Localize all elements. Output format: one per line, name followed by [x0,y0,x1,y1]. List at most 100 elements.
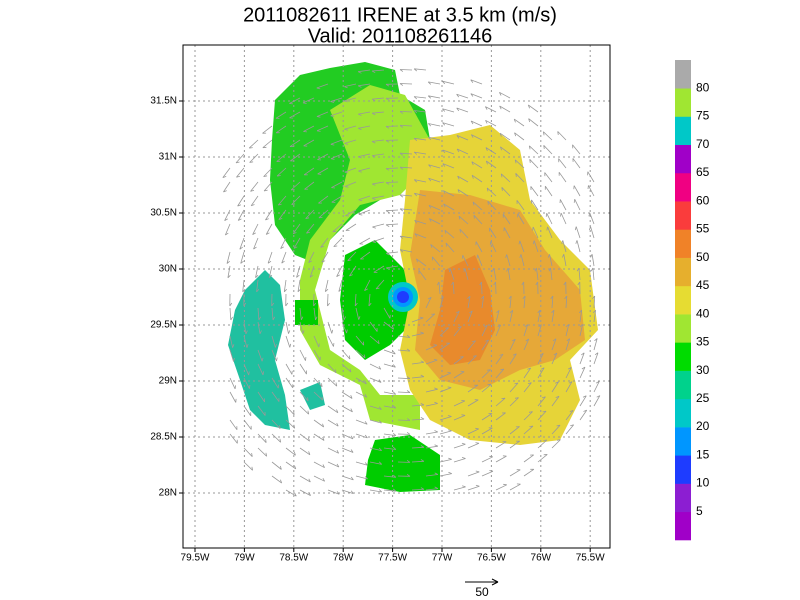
wind-vector [255,265,259,278]
colorbar-swatch [675,483,691,513]
wind-vector [355,335,365,346]
wind-vector [495,353,504,365]
wind-vector [551,395,560,407]
wind-vector [267,251,273,264]
colorbar-swatch [675,511,691,541]
wind-vector [411,416,425,421]
wind-vector [313,335,320,348]
wind-vector [397,459,411,463]
wind-vector [250,181,259,192]
wind-vector [369,419,382,424]
wind-vector [252,223,259,236]
wind-vector [327,363,337,374]
wind-vector [467,384,479,393]
wind-vector [385,97,399,101]
wind-vector [271,293,275,307]
wind-vector [355,307,361,320]
wind-vector [358,125,371,131]
wind-vector [341,447,354,453]
wind-vector [369,447,382,451]
wind-vector [593,380,600,393]
wind-vector [372,237,385,244]
wind-vector [509,310,514,323]
colorbar-swatch [675,314,691,343]
wind-vector [383,349,396,355]
wind-vector [495,412,506,421]
wind-vector [451,281,455,295]
wind-vector [413,151,427,155]
wind-vector [285,489,297,497]
wind-vector [345,223,357,231]
wind-vector [411,402,425,407]
wind-vector [442,190,455,197]
wind-vector [313,461,325,469]
wind-vector [357,83,371,88]
wind-vector [481,295,485,309]
wind-vector [399,166,413,170]
wind-vector [579,309,583,323]
wind-vector [573,185,581,197]
wind-vector [369,321,378,332]
wind-vector [271,307,276,321]
wind-vector [327,377,338,387]
field-teal-small [300,382,325,410]
wind-vector [235,153,245,164]
colorbar-swatch [675,257,691,287]
wind-vector [256,279,260,293]
lon-label: 79W [234,553,255,564]
wind-vector [542,131,553,141]
colorbar: 5 10 15 20 25 30 35 40 45 50 55 60 65 70 75 80 [675,60,710,541]
wind-vector [537,410,547,421]
wind-vector [467,355,477,365]
wind-vector [500,173,511,183]
wind-vector [242,279,246,293]
wind-vector [411,487,425,491]
wind-vector [574,226,581,239]
wind-vector [341,391,353,399]
wind-vector [508,295,512,309]
wind-vector [371,139,385,144]
wind-vector [481,413,493,421]
wind-vector [453,442,466,449]
wind-vector [399,152,413,156]
wind-vector [558,158,567,169]
field-teal-west [228,270,290,430]
wind-vector [338,279,343,292]
wind-vector [475,241,483,253]
wind-vector [562,254,567,267]
wind-vector [425,387,438,393]
wind-vector [253,237,259,250]
wind-vector [489,241,497,253]
lat-label: 28N [159,488,177,499]
wind-vector [223,181,231,193]
wind-vector [518,240,525,253]
wind-vector [413,96,427,100]
colorbar-label: 20 [696,419,710,433]
wind-vector [459,228,469,239]
wind-vector [280,237,287,250]
wind-vector [588,212,595,225]
wind-vector [544,172,553,183]
wind-vector [575,240,581,253]
wind-vector [385,167,399,171]
wind-vector [442,163,455,169]
wind-vector [369,335,380,345]
wind-vector [371,111,385,116]
wind-vector [397,334,411,338]
wind-vector [303,125,315,133]
wind-vector [457,175,469,183]
wind-vector [589,226,595,239]
wind-vector [289,111,301,119]
wind-vector [237,195,245,207]
wind-vector [565,424,575,435]
wind-vector [383,391,397,395]
wind-vector [276,167,287,177]
wind-vector [413,68,427,72]
wind-vector [411,445,425,449]
wind-vector [358,111,371,116]
wind-vector [572,144,581,155]
wind-vector [467,340,476,351]
lat-label: 30N [159,264,177,275]
wind-vector [293,237,301,249]
wind-vector [414,192,427,197]
